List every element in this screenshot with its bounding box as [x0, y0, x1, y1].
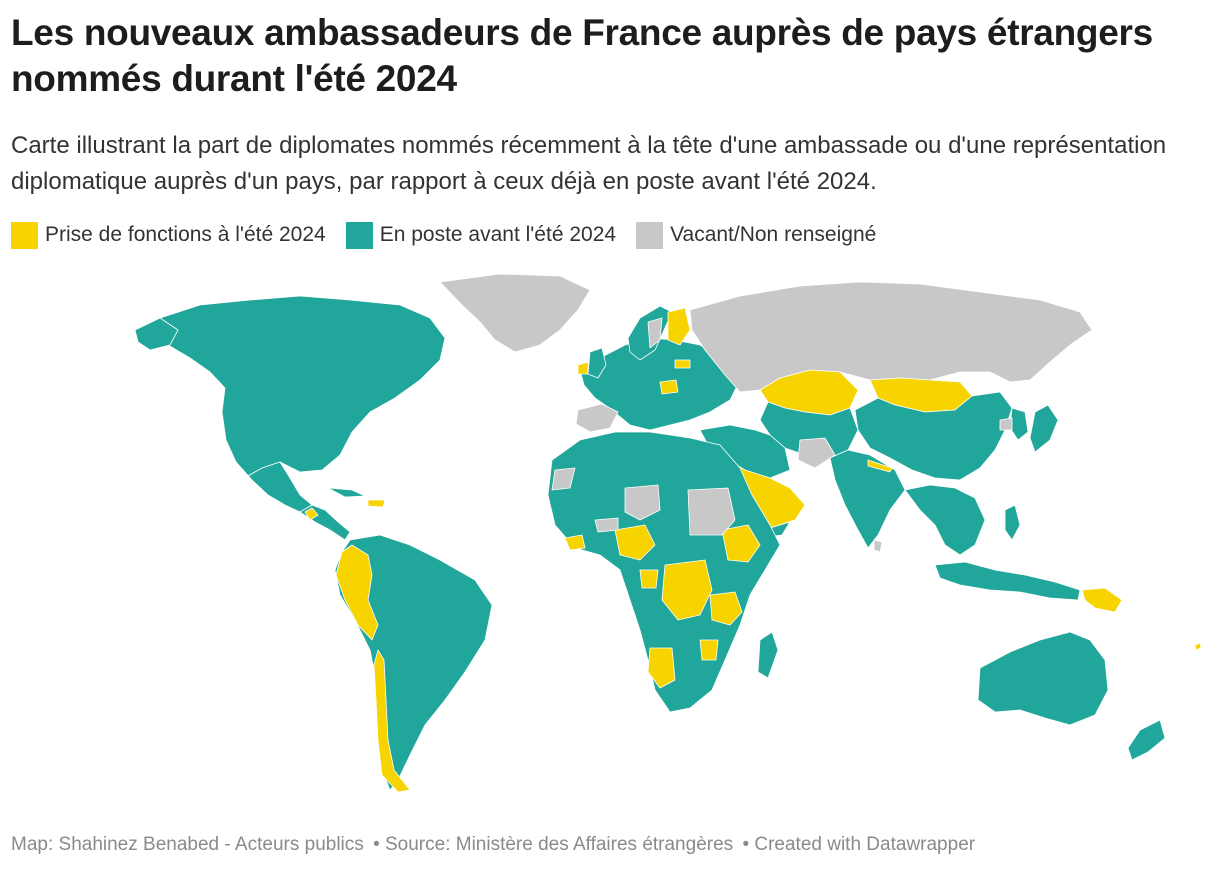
footer: Map: Shahinez Benabed - Acteurs publics …: [11, 834, 979, 856]
map-title: Les nouveaux ambassadeurs de France aupr…: [11, 12, 1153, 99]
legend-label-vacant: Vacant/Non renseigné: [670, 223, 877, 246]
region-madagascar[interactable]: [757, 631, 779, 679]
region-north-america[interactable]: [151, 295, 446, 477]
region-sweden-vacant[interactable]: [647, 317, 663, 349]
region-russia[interactable]: [689, 281, 1093, 393]
region-andes-new[interactable]: [335, 544, 379, 641]
region-nepal[interactable]: [867, 459, 893, 473]
legend-item-vacant: Vacant/Non renseigné: [636, 221, 877, 249]
region-philippines[interactable]: [1004, 504, 1021, 541]
region-afghanistan[interactable]: [797, 437, 836, 469]
region-europe-new-2[interactable]: [674, 359, 691, 369]
region-korea[interactable]: [1009, 407, 1029, 441]
region-central-america-new[interactable]: [304, 507, 319, 521]
created-with: • Created with Datawrapper: [742, 834, 976, 855]
region-europe-new-1[interactable]: [659, 379, 679, 395]
region-png[interactable]: [1081, 587, 1123, 613]
region-pacific-new[interactable]: [1194, 642, 1202, 651]
region-australia[interactable]: [977, 631, 1109, 726]
legend: Prise de fonctions à l'été 2024 En poste…: [11, 218, 896, 252]
legend-label-existing: En poste avant l'été 2024: [379, 223, 617, 246]
region-finland[interactable]: [667, 307, 691, 346]
legend-swatch-vacant: [636, 221, 664, 249]
region-africa-new-3[interactable]: [721, 524, 761, 563]
region-africa-vacant-2[interactable]: [624, 484, 661, 521]
legend-swatch-new: [11, 221, 38, 249]
region-africa-vacant-1[interactable]: [687, 487, 736, 536]
region-ireland[interactable]: [577, 361, 589, 375]
region-africa-new-5[interactable]: [647, 647, 676, 689]
region-hispaniola[interactable]: [367, 499, 386, 508]
region-alaska[interactable]: [134, 317, 179, 351]
region-north-korea[interactable]: [999, 417, 1013, 431]
region-africa-new-6[interactable]: [639, 569, 659, 589]
region-cuba[interactable]: [327, 487, 366, 498]
map-credit: Map: Shahinez Benabed - Acteurs publics: [11, 834, 364, 855]
region-india[interactable]: [829, 449, 906, 549]
region-africa-vacant-3[interactable]: [594, 517, 619, 533]
region-china[interactable]: [854, 391, 1013, 481]
legend-item-new: Prise de fonctions à l'été 2024: [11, 221, 326, 249]
region-south-america[interactable]: [334, 534, 493, 791]
region-southeast-asia[interactable]: [904, 484, 986, 556]
region-indonesia[interactable]: [934, 561, 1081, 601]
source-credit: • Source: Ministère des Affaires étrangè…: [373, 834, 734, 855]
region-africa-new-4[interactable]: [709, 591, 743, 626]
legend-swatch-existing: [345, 221, 373, 249]
region-srilanka[interactable]: [873, 539, 883, 553]
region-africa-new-2[interactable]: [661, 559, 713, 621]
region-iberia[interactable]: [575, 403, 619, 433]
region-mexico[interactable]: [235, 461, 313, 513]
region-western-sahara[interactable]: [551, 467, 576, 491]
region-africa-new-1[interactable]: [614, 524, 656, 561]
region-japan[interactable]: [1029, 404, 1059, 453]
region-greenland[interactable]: [439, 273, 591, 353]
legend-item-existing: En poste avant l'été 2024: [345, 221, 617, 249]
legend-label-new: Prise de fonctions à l'été 2024: [45, 223, 326, 246]
region-africa-new-8[interactable]: [699, 639, 719, 661]
region-chile[interactable]: [373, 649, 411, 793]
region-africa-new-7[interactable]: [564, 534, 586, 551]
world-map: [134, 273, 1202, 793]
region-newzealand[interactable]: [1127, 719, 1166, 761]
map-subtitle: Carte illustrant la part de diplomates n…: [11, 132, 1167, 195]
